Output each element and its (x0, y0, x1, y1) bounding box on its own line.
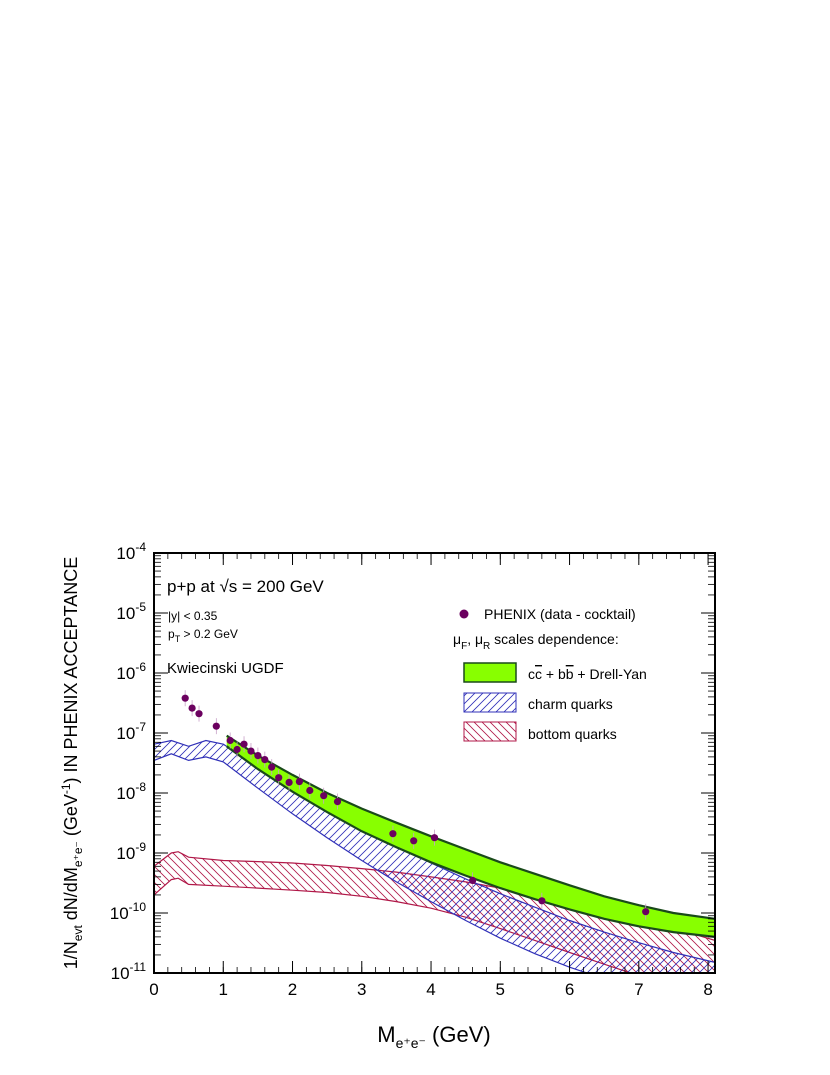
y-tick-label: 10-8 (116, 780, 146, 803)
total-band-upper-edge (226, 734, 715, 920)
charm-band-lower-edge (154, 753, 589, 973)
y-axis-title: 1/Nevt dN/dMe⁺e⁻ (GeV-1) IN PHENIX ACCEP… (59, 557, 85, 969)
data-point-10 (268, 763, 276, 771)
total-band-area (226, 735, 715, 937)
data-point-1 (188, 704, 196, 712)
data-point-21 (538, 897, 546, 905)
x-tick-label: 8 (703, 980, 712, 999)
y-tick-label: 10-11 (111, 960, 147, 983)
legend-charm-swatch (463, 692, 517, 713)
legend-bottom-label: bottom quarks (528, 726, 617, 742)
y-tick-label: 10-9 (116, 840, 146, 863)
legend: PHENIX (data - cocktail) μF, μR scales d… (453, 606, 647, 742)
x-tick-label: 7 (634, 980, 643, 999)
data-point-5 (233, 745, 241, 754)
y-tick-label: 10-7 (116, 720, 146, 743)
data-point-13 (295, 778, 303, 786)
x-tick-label: 4 (426, 980, 435, 999)
legend-total-swatch (463, 662, 517, 683)
data-point-14 (306, 786, 314, 795)
data-point-2 (195, 710, 203, 718)
legend-data-marker (459, 609, 469, 619)
y-tick-label: 10-4 (116, 540, 146, 563)
data-point-3 (212, 722, 220, 730)
ugdf-label: Kwiecinski UGDF (167, 660, 284, 677)
data-point-7 (247, 747, 255, 755)
total-band-lower-edge (226, 745, 715, 938)
data-point-18 (410, 837, 418, 845)
pt-cut-label: pT > 0.2 GeV (168, 627, 238, 644)
data-point-4 (226, 736, 234, 745)
data-point-6 (240, 740, 248, 748)
data-point-16 (333, 798, 342, 806)
legend-data-label: PHENIX (data - cocktail) (484, 606, 636, 622)
legend-scales-label: μF, μR scales dependence: (453, 631, 619, 652)
x-tick-label: 6 (565, 980, 574, 999)
bands (154, 734, 715, 973)
charm-band-area (154, 740, 715, 973)
y-tick-label: 10-6 (116, 660, 146, 683)
data-point-15 (320, 792, 328, 800)
data-point-12 (285, 778, 293, 787)
data-point-9 (261, 756, 269, 764)
legend-charm-label: charm quarks (528, 696, 613, 712)
x-tick-label: 1 (219, 980, 228, 999)
x-axis-title: Me⁺e⁻ (GeV) (377, 1022, 490, 1051)
data-point-17 (389, 830, 397, 838)
data-point-11 (275, 774, 283, 782)
x-tick-label: 3 (357, 980, 366, 999)
plot-frame (153, 552, 716, 974)
data-point-0 (181, 694, 189, 702)
y-tick-label: 10-10 (110, 900, 147, 923)
data-point-22 (642, 908, 650, 916)
x-tick-label: 5 (496, 980, 505, 999)
data-point-8 (254, 752, 262, 760)
legend-bottom-swatch (463, 721, 517, 742)
data-point-20 (469, 876, 477, 885)
data-points (181, 690, 650, 920)
data-point-19 (430, 834, 439, 842)
reaction-label: p+p at √s = 200 GeV (167, 577, 324, 596)
rapidity-cut-label: |y| < 0.35 (168, 609, 218, 623)
x-tick-label: 0 (149, 980, 158, 999)
legend-total-label: cc + bb + Drell-Yan (528, 666, 647, 682)
y-tick-label: 10-5 (116, 600, 146, 623)
x-tick-label: 2 (288, 980, 297, 999)
axis-ticks: 0 1 2 3 4 5 6 7 8 10-11 10-10 10-9 10-8 10-7 10-6 10-5 1… (110, 540, 715, 999)
